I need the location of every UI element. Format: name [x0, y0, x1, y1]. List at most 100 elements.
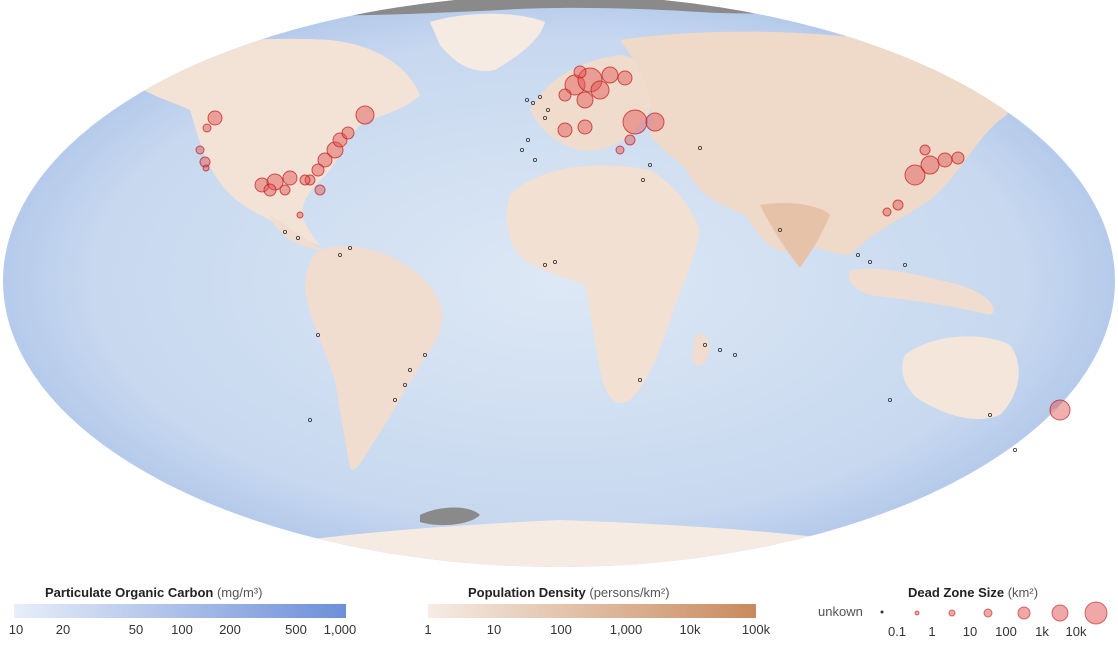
- dead-zone-marker: [624, 134, 636, 146]
- dead-zone-marker: [937, 152, 953, 168]
- unknown-size-marker: [718, 347, 723, 352]
- central-america: [270, 215, 322, 250]
- unknown-size-marker: [988, 412, 993, 417]
- india: [760, 203, 830, 268]
- unknown-size-marker: [543, 116, 548, 121]
- unknown-size-marker: [525, 98, 530, 103]
- unknown-size-marker: [638, 377, 643, 382]
- dead-zone-tick: 10k: [1065, 624, 1087, 639]
- unknown-size-marker: [526, 137, 531, 142]
- dead-zone-marker: [266, 173, 284, 191]
- unknown-size-marker: [520, 147, 525, 152]
- population-legend-title: Population Density (persons/km²): [468, 585, 670, 600]
- south-america: [305, 246, 443, 470]
- unknown-size-marker: [553, 259, 558, 264]
- dead-zone-legend-symbols: [880, 601, 1108, 625]
- unknown-size-marker: [531, 101, 536, 106]
- dead-zone-tick: 1k: [1035, 624, 1049, 639]
- carbon-title: Particulate Organic Carbon: [45, 585, 214, 600]
- dead-zone-marker: [1049, 399, 1071, 421]
- dead-zone-size-symbol: [1017, 606, 1031, 620]
- dead-zone-marker: [557, 122, 573, 138]
- carbon-tick: 200: [219, 622, 241, 637]
- unknown-size-marker: [295, 235, 300, 240]
- unknown-size-marker: [543, 262, 548, 267]
- dead-zone-marker: [202, 164, 210, 172]
- dead-zone-unit: (km²): [1007, 585, 1039, 600]
- greenland: [430, 13, 545, 71]
- unknown-size-marker: [282, 229, 287, 234]
- dead-zone-marker: [199, 156, 211, 168]
- dead-zone-marker: [341, 126, 355, 140]
- unknown-size-marker: [307, 417, 312, 422]
- dead-zone-marker: [299, 174, 311, 186]
- dead-zone-size-symbol: [1084, 601, 1108, 625]
- population-tick: 100k: [741, 622, 771, 637]
- dead-zone-marker: [207, 110, 223, 126]
- dead-zone-marker: [314, 184, 326, 196]
- dead-zone-marker: [919, 144, 931, 156]
- dead-zone-marker: [355, 105, 375, 125]
- dead-zone-marker: [263, 183, 277, 197]
- dead-zone-tick: 10: [962, 624, 978, 639]
- dead-zone-marker: [577, 67, 603, 93]
- unknown-size-marker: [703, 342, 708, 347]
- unknown-size-marker: [868, 259, 873, 264]
- dead-zone-marker: [576, 91, 594, 109]
- dead-zone-marker: [951, 151, 965, 165]
- unknown-size-marker: [533, 157, 538, 162]
- unknown-size-marker: [856, 252, 861, 257]
- australia: [902, 336, 1019, 420]
- maritime-asia: [848, 268, 994, 315]
- dead-zone-marker: [615, 145, 625, 155]
- unknown-size-marker: [733, 352, 738, 357]
- dead-zone-marker: [317, 152, 333, 168]
- dead-zone-marker: [311, 163, 325, 177]
- carbon-tick: 50: [128, 622, 144, 637]
- unknown-size-marker: [407, 367, 412, 372]
- madagascar: [692, 333, 710, 366]
- unknown-size-marker: [778, 227, 783, 232]
- population-tick: 1: [424, 622, 432, 637]
- dead-zone-marker: [282, 170, 298, 186]
- carbon-legend-title: Particulate Organic Carbon (mg/m³): [45, 585, 262, 600]
- population-tick: 100: [550, 622, 572, 637]
- dead-zone-marker: [645, 112, 665, 132]
- dead-zone-marker: [195, 145, 205, 155]
- dead-zone-tick: 100: [995, 624, 1017, 639]
- map-svg: [3, 0, 1115, 567]
- unknown-size-marker: [648, 162, 653, 167]
- dead-zone-size-symbol: [948, 609, 956, 617]
- population-title: Population Density: [468, 585, 586, 600]
- dead-zone-legend-title: Dead Zone Size (km²): [908, 585, 1038, 600]
- unknown-size-marker: [402, 382, 407, 387]
- dead-zone-marker: [279, 184, 291, 196]
- unknown-size-marker: [888, 397, 893, 402]
- unknown-size-marker: [641, 177, 646, 182]
- dead-zone-marker: [590, 80, 610, 100]
- europe: [530, 55, 654, 151]
- carbon-tick: 100: [171, 622, 193, 637]
- population-tick: 1,000: [609, 622, 643, 637]
- unknown-size-marker: [698, 145, 703, 150]
- unknown-label: unkown: [818, 604, 863, 619]
- dead-zone-marker: [920, 155, 940, 175]
- dead-zone-marker: [573, 65, 587, 79]
- unknown-size-marker: [546, 108, 551, 113]
- dead-zone-marker: [296, 211, 304, 219]
- dead-zone-marker: [558, 88, 572, 102]
- population-tick: 10k: [679, 622, 701, 637]
- carbon-tick: 10: [8, 622, 24, 637]
- dead-zone-tick: 0.1: [887, 624, 907, 639]
- dead-zone-size-symbol: [1051, 604, 1069, 622]
- population-color-bar: [428, 604, 756, 618]
- africa: [506, 165, 700, 404]
- antarctic-ice: [420, 507, 480, 526]
- carbon-color-bar: [14, 604, 346, 618]
- unknown-size-marker: [392, 397, 397, 402]
- dead-zone-marker: [617, 70, 633, 86]
- dead-zone-size-symbol: [983, 608, 993, 618]
- unknown-size-marker: [315, 332, 320, 337]
- population-tick: 10: [486, 622, 502, 637]
- carbon-unit: (mg/m³): [216, 585, 263, 600]
